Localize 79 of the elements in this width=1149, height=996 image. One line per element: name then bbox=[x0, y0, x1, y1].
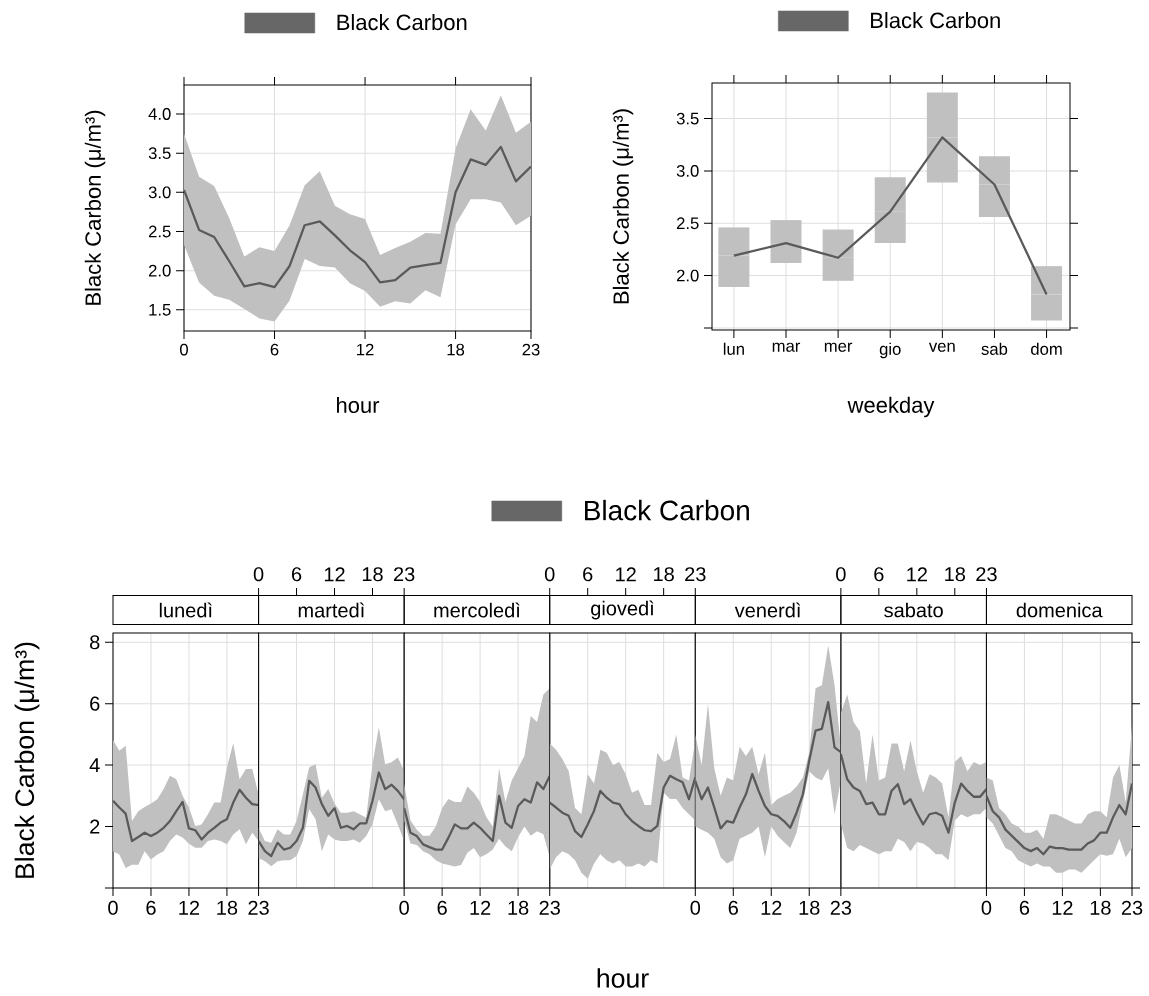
x-tick-label: 0 bbox=[399, 900, 409, 915]
x2-tick-label: 6 bbox=[292, 567, 302, 582]
x-tick-label: 6 bbox=[728, 900, 738, 915]
y-tick-label: 1.5 bbox=[149, 304, 171, 316]
x2-tick-label: 18 bbox=[362, 567, 383, 582]
x2-tick-label: 0 bbox=[253, 567, 264, 582]
x-tick-label: 6 bbox=[1019, 900, 1030, 915]
x-tick-label: 12 bbox=[761, 900, 782, 915]
y-tick-label: 3.5 bbox=[148, 147, 171, 160]
chart-title: sabato bbox=[884, 602, 943, 618]
y-tick-label: 2.0 bbox=[148, 264, 171, 277]
x-tick-label: 0 bbox=[690, 900, 701, 915]
x-tick-label: 6 bbox=[270, 343, 279, 356]
x-tick-label: ven bbox=[928, 342, 955, 352]
x2-tick-label: 18 bbox=[945, 567, 966, 582]
x-tick-label: dom bbox=[1031, 342, 1062, 355]
x-tick-label: 18 bbox=[217, 900, 238, 915]
x2-tick-label: 0 bbox=[836, 567, 846, 582]
x2-tick-label: 18 bbox=[654, 567, 674, 582]
x2-tick-label: 6 bbox=[874, 567, 884, 582]
x2-tick-label: 23 bbox=[685, 567, 706, 582]
legend-label: Black Carbon bbox=[337, 14, 467, 31]
x-axis-title: hour bbox=[597, 968, 649, 988]
x-tick-label: 18 bbox=[799, 900, 820, 915]
x-tick-label: 23 bbox=[522, 343, 540, 356]
chart-title: lunedì bbox=[159, 602, 212, 618]
x-tick-label: 23 bbox=[1121, 900, 1143, 915]
chart-title: mercoledì bbox=[434, 602, 520, 618]
x-tick-label: 12 bbox=[1052, 900, 1073, 915]
y-tick-label: 4 bbox=[89, 758, 100, 772]
chart-title: martedì bbox=[298, 602, 364, 618]
legend-label: Black Carbon bbox=[871, 12, 1000, 29]
y-tick-label: 3.0 bbox=[676, 165, 699, 177]
x-tick-label: 23 bbox=[830, 900, 852, 915]
x-tick-label: 18 bbox=[508, 900, 529, 915]
x-tick-label: mer bbox=[824, 342, 853, 352]
x-axis-title: weekday bbox=[847, 396, 935, 418]
y-tick-label: 3.0 bbox=[148, 186, 171, 199]
y-tick-label: 2.5 bbox=[676, 217, 699, 230]
y-tick-label: 2 bbox=[90, 819, 100, 834]
y-tick-label: 3.5 bbox=[676, 112, 699, 125]
x-tick-label: 23 bbox=[539, 900, 560, 915]
y-axis-title: Black Carbon (μ/m³) bbox=[84, 110, 106, 305]
chart-title: giovedì bbox=[591, 600, 654, 620]
x-tick-label: 18 bbox=[447, 343, 465, 356]
x-tick-label: 12 bbox=[470, 900, 491, 915]
y-tick-label: 4.0 bbox=[148, 108, 171, 120]
chart-title: venerdì bbox=[734, 602, 801, 618]
x-tick-label: 23 bbox=[248, 900, 269, 915]
y-axis-title: Black Carbon (μ/m³) bbox=[612, 109, 634, 304]
x2-tick-label: 23 bbox=[394, 567, 415, 582]
line-series bbox=[732, 136, 1048, 296]
x-tick-label: 0 bbox=[108, 900, 118, 915]
x-tick-label: lun bbox=[723, 342, 744, 355]
x2-tick-label: 12 bbox=[324, 567, 345, 582]
line-series bbox=[184, 145, 532, 289]
x-tick-label: 12 bbox=[179, 900, 200, 915]
x-tick-label: 6 bbox=[437, 900, 447, 915]
y-tick-label: 6 bbox=[90, 696, 100, 711]
x-tick-label: gio bbox=[879, 342, 901, 359]
line-series bbox=[113, 788, 259, 843]
x2-tick-label: 6 bbox=[583, 567, 593, 582]
x-tick-label: 0 bbox=[981, 900, 992, 915]
y-tick-label: 2.5 bbox=[148, 225, 171, 238]
chart-title: domenica bbox=[1016, 602, 1103, 618]
x2-tick-label: 12 bbox=[616, 567, 636, 582]
y-tick-label: 2.0 bbox=[676, 269, 699, 282]
x-tick-label: 0 bbox=[180, 343, 188, 356]
x2-tick-label: 12 bbox=[907, 567, 927, 582]
legend-label: Black Carbon bbox=[585, 499, 749, 521]
x-tick-label: 18 bbox=[1090, 900, 1111, 915]
x2-tick-label: 0 bbox=[544, 567, 555, 582]
x-tick-label: sab bbox=[981, 342, 1008, 355]
x-tick-label: 12 bbox=[357, 343, 374, 356]
y-axis-title: Black Carbon (μ/m³) bbox=[14, 642, 40, 878]
x-axis-title: hour bbox=[337, 396, 380, 414]
x2-tick-label: 23 bbox=[976, 567, 997, 582]
y-tick-label: 8 bbox=[90, 635, 100, 650]
x-tick-label: mar bbox=[772, 342, 801, 352]
